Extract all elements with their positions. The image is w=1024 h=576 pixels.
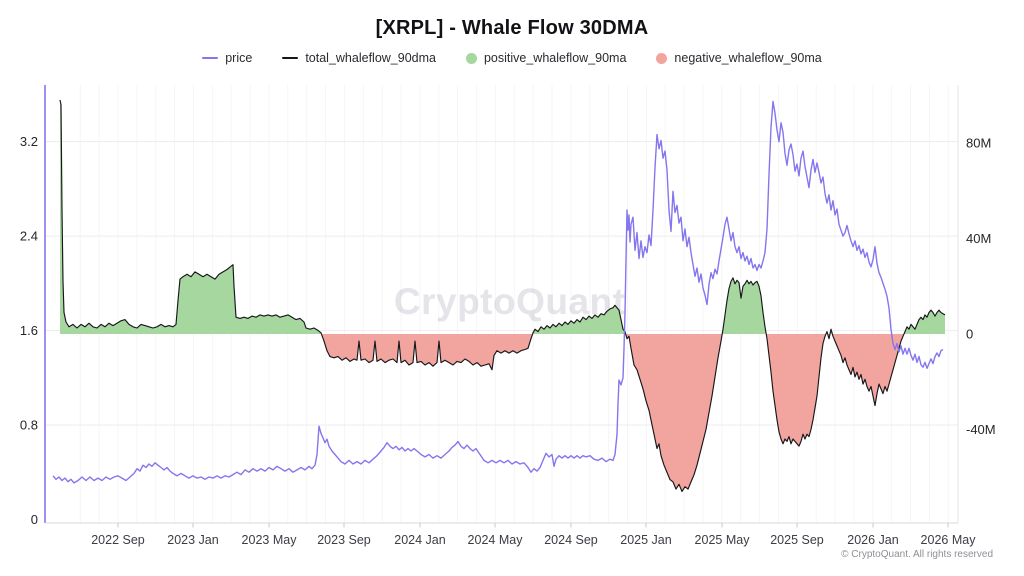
x-axis-label: 2024 May [468, 533, 524, 547]
page-title: [XRPL] - Whale Flow 30DMA [375, 17, 649, 39]
legend: price total_whaleflow_90dma positive_wha… [0, 49, 1024, 67]
negative-whaleflow-dot-icon [656, 52, 668, 64]
y-axis-label-left: 3.2 [20, 134, 38, 149]
legend-label-positive-whaleflow: positive_whaleflow_90ma [483, 51, 627, 65]
y-axis-label-left: 1.6 [20, 323, 38, 338]
legend-item-positive-whaleflow[interactable]: positive_whaleflow_90ma [465, 51, 627, 65]
x-axis-label: 2023 May [242, 533, 298, 547]
y-axis-label-left: 0 [31, 512, 38, 527]
x-axis-label: 2026 Jan [847, 533, 898, 547]
y-axis-label-left: 0.8 [20, 418, 38, 433]
legend-item-negative-whaleflow[interactable]: negative_whaleflow_90ma [656, 51, 822, 65]
legend-label-total-whaleflow: total_whaleflow_90dma [305, 51, 436, 65]
price-line [52, 100, 944, 484]
positive-whaleflow-dot-icon [465, 52, 477, 64]
price-line-swatch-icon [202, 57, 219, 59]
y-axis-label-right: 0 [966, 326, 973, 341]
x-axis-label: 2026 May [921, 533, 977, 547]
x-axis-label: 2023 Sep [317, 533, 371, 547]
negative-whaleflow-area [60, 333, 945, 492]
x-axis-label: 2024 Jan [394, 533, 445, 547]
y-axis-label-right: 40M [966, 231, 991, 246]
total-whaleflow-line-swatch-icon [282, 57, 299, 59]
legend-label-negative-whaleflow: negative_whaleflow_90ma [674, 51, 822, 65]
x-axis-label: 2024 Sep [544, 533, 598, 547]
y-axis-label-left: 2.4 [20, 229, 38, 244]
x-axis-label: 2025 Jan [620, 533, 671, 547]
y-axis-label-right: -40M [966, 422, 996, 437]
cryptoquant-watermark: CryptoQuant [393, 281, 626, 322]
x-axis-label: 2025 Sep [770, 533, 824, 547]
x-axis-label: 2023 Jan [167, 533, 218, 547]
legend-item-price[interactable]: price [202, 51, 252, 65]
legend-label-price: price [225, 51, 253, 65]
y-axis-label-right: 80M [966, 136, 991, 151]
legend-item-total-whaleflow[interactable]: total_whaleflow_90dma [282, 51, 436, 65]
total-whaleflow-line [59, 99, 946, 493]
copyright-text: © CryptoQuant. All rights reserved [841, 549, 993, 560]
positive-whaleflow-area [60, 100, 945, 334]
x-axis-label: 2022 Sep [91, 533, 145, 547]
x-axis-label: 2025 May [695, 533, 751, 547]
